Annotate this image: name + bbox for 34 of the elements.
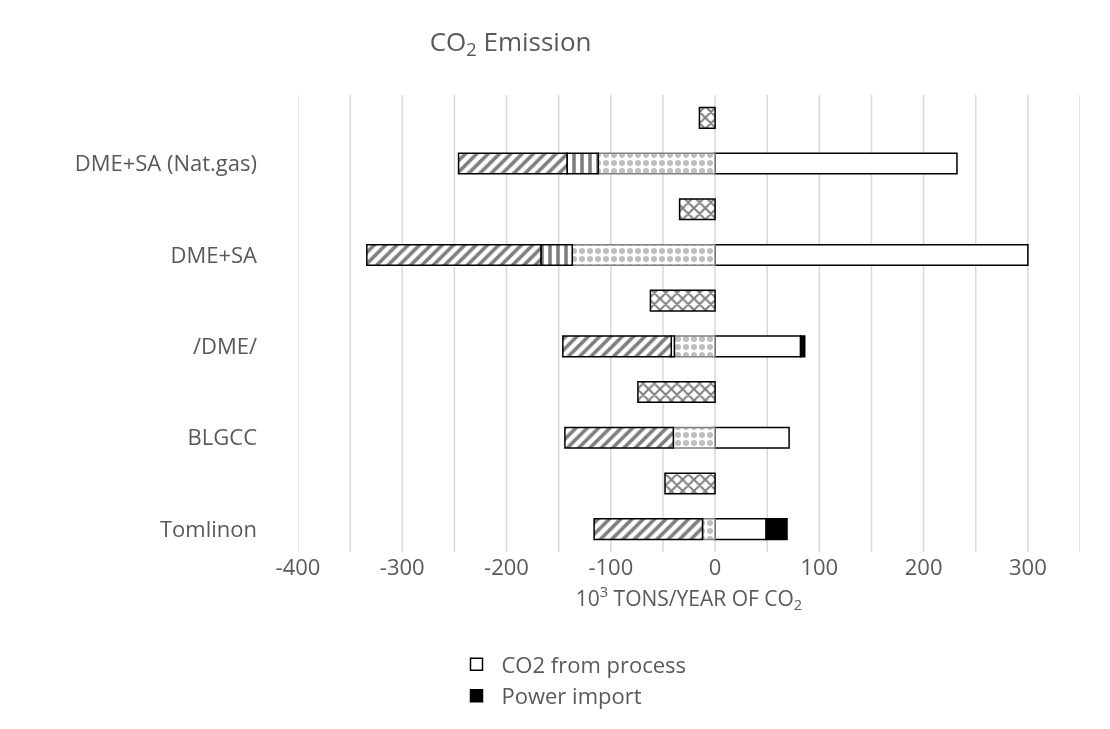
y-tick-label: Tomlinon [159, 512, 257, 543]
x-tick-label: -100 [588, 551, 634, 581]
bar [714, 335, 802, 358]
legend-label: Power import [501, 680, 642, 711]
bar [678, 198, 716, 221]
bar [564, 426, 675, 449]
y-tick-label: /DME/ [192, 330, 257, 361]
bar [597, 152, 716, 175]
bar [649, 289, 716, 312]
x-tick-label: 200 [904, 551, 943, 581]
bar [571, 243, 716, 266]
x-tick-label: 100 [800, 551, 839, 581]
bar [701, 518, 716, 541]
x-tick-label: 300 [1008, 551, 1047, 581]
x-tick-label: -300 [379, 551, 425, 581]
x-tick-label: -200 [484, 551, 529, 581]
x-axis-title: 10$^{3}$ TONS/YEAR OF CO$_{2}$ [575, 581, 803, 615]
x-tick-label: 0 [708, 551, 722, 581]
y-tick-label: BLGCC [187, 421, 258, 452]
x-tick-label: -400 [275, 551, 321, 581]
bar [698, 106, 716, 129]
bar [714, 152, 958, 175]
y-tick-label: DME+SA (Nat.gas) [74, 147, 257, 178]
bar [714, 426, 790, 449]
y-tick-label: DME+SA [170, 238, 258, 269]
bar [672, 426, 716, 449]
legend-label: CO2 from process [501, 648, 687, 679]
bar [664, 472, 716, 495]
bar [593, 518, 704, 541]
chart-title: CO$_{2}$ Emission [429, 23, 592, 62]
bar [562, 335, 673, 358]
bar [637, 381, 716, 404]
bar [673, 335, 716, 358]
bar [714, 243, 1029, 266]
